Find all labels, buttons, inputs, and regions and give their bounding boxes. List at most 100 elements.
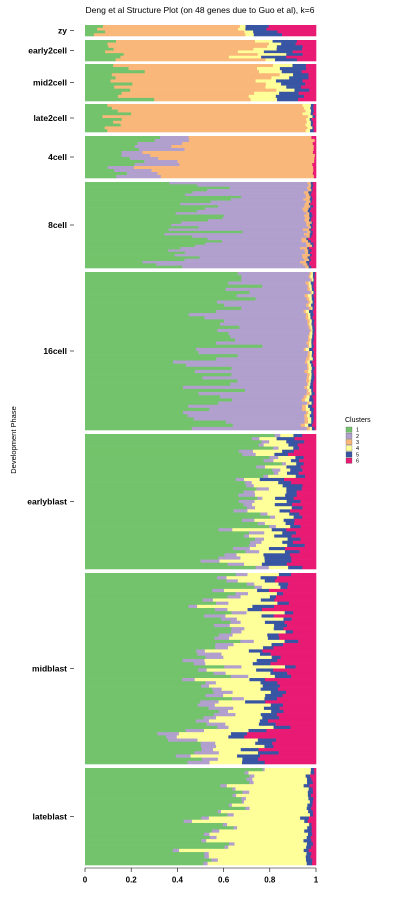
bar-segment [312, 186, 317, 190]
bar-segment [312, 780, 317, 785]
bar-segment [85, 858, 212, 863]
bar-segment [207, 861, 308, 866]
bar-segment [311, 426, 315, 431]
bar-segment [85, 861, 204, 866]
bar-segment [195, 719, 210, 723]
bar-segment [245, 25, 269, 29]
bar-segment [305, 129, 311, 133]
bar-segment [224, 553, 237, 557]
legend-label: 3 [356, 440, 359, 446]
bar-segment [237, 579, 266, 583]
bar-segment [85, 543, 250, 548]
bar-segment [85, 145, 136, 149]
bar-segment [85, 91, 122, 96]
bar-segment [275, 58, 298, 62]
bar-segment [85, 47, 114, 51]
bar-segment [305, 313, 309, 317]
bar-segment [306, 777, 312, 782]
bar-segment [85, 223, 172, 227]
bar-segment [85, 426, 193, 431]
bar-segment [260, 687, 279, 692]
bar-segment [252, 437, 260, 441]
bar-segment [239, 25, 246, 29]
bar-segment [308, 404, 313, 409]
bar-segment [85, 40, 117, 43]
bar-segment [314, 297, 317, 301]
bar-segment [263, 50, 293, 54]
bar-segment [237, 272, 310, 276]
bar-segment [85, 477, 237, 482]
bar-segment [270, 703, 284, 707]
bar-segment [111, 73, 280, 77]
bar-segment [310, 338, 312, 342]
bar-segment [282, 540, 294, 545]
bar-segment [180, 247, 301, 250]
bar-segment [300, 816, 310, 821]
bar-segment [278, 446, 294, 450]
bar-segment [85, 344, 263, 349]
bar-segment [85, 82, 133, 86]
bar-segment [310, 835, 317, 840]
bar-segment [311, 109, 315, 113]
bar-segment [249, 543, 257, 548]
bar-segment [85, 67, 129, 71]
bar-segment [275, 79, 303, 83]
bar-segment [274, 503, 293, 507]
bar-segment [85, 50, 106, 54]
bar-segment [258, 757, 317, 762]
bar-segment [85, 816, 202, 821]
bar-segment [277, 97, 299, 102]
bar-segment [311, 219, 317, 222]
bar-segment [194, 369, 305, 374]
bar-segment [85, 592, 236, 596]
bar-segment [241, 797, 247, 801]
bar-segment [85, 735, 167, 739]
bar-segment [276, 713, 317, 717]
bar-segment [313, 420, 317, 424]
bar-segment [225, 614, 262, 618]
bar-segment [208, 855, 307, 859]
bar-segment [85, 646, 216, 650]
bar-segment [306, 845, 312, 850]
bar-segment [85, 449, 240, 454]
bar-segment [311, 294, 314, 298]
bar-segment [196, 209, 304, 213]
bar-segment [292, 540, 317, 545]
bar-segment [307, 287, 311, 292]
bar-segment [296, 58, 317, 62]
bar-segment [85, 598, 203, 602]
bar-segment [223, 214, 305, 218]
bar-segment [308, 332, 311, 336]
bar-segment [85, 573, 237, 577]
bar-segment [298, 459, 317, 463]
bar-segment [281, 82, 306, 86]
bar-segment [85, 94, 119, 99]
bar-segment [85, 188, 208, 192]
bar-segment [85, 369, 196, 374]
bar-segment [85, 852, 205, 856]
bar-segment [305, 67, 317, 71]
bar-segment [201, 839, 207, 843]
bar-segment [274, 674, 292, 679]
bar-segment [305, 404, 309, 409]
bar-segment [85, 588, 213, 593]
bar-segment [85, 240, 223, 243]
bar-segment [299, 261, 307, 264]
bar-segment [257, 521, 266, 526]
bar-segment [307, 126, 313, 130]
bar-segment [225, 722, 260, 727]
bar-segment [232, 547, 251, 551]
bar-segment [312, 230, 317, 234]
bar-segment [85, 354, 238, 358]
bar-segment [245, 797, 309, 801]
bar-segment [85, 112, 132, 116]
bar-segment [285, 630, 294, 634]
bar-segment [85, 459, 264, 463]
bar-segment [309, 287, 313, 292]
bar-segment [121, 151, 143, 155]
bar-segment [247, 509, 280, 513]
bar-segment [289, 76, 309, 80]
bar-segment [267, 636, 280, 641]
bar-segment [85, 443, 259, 447]
bar-segment [85, 417, 194, 421]
